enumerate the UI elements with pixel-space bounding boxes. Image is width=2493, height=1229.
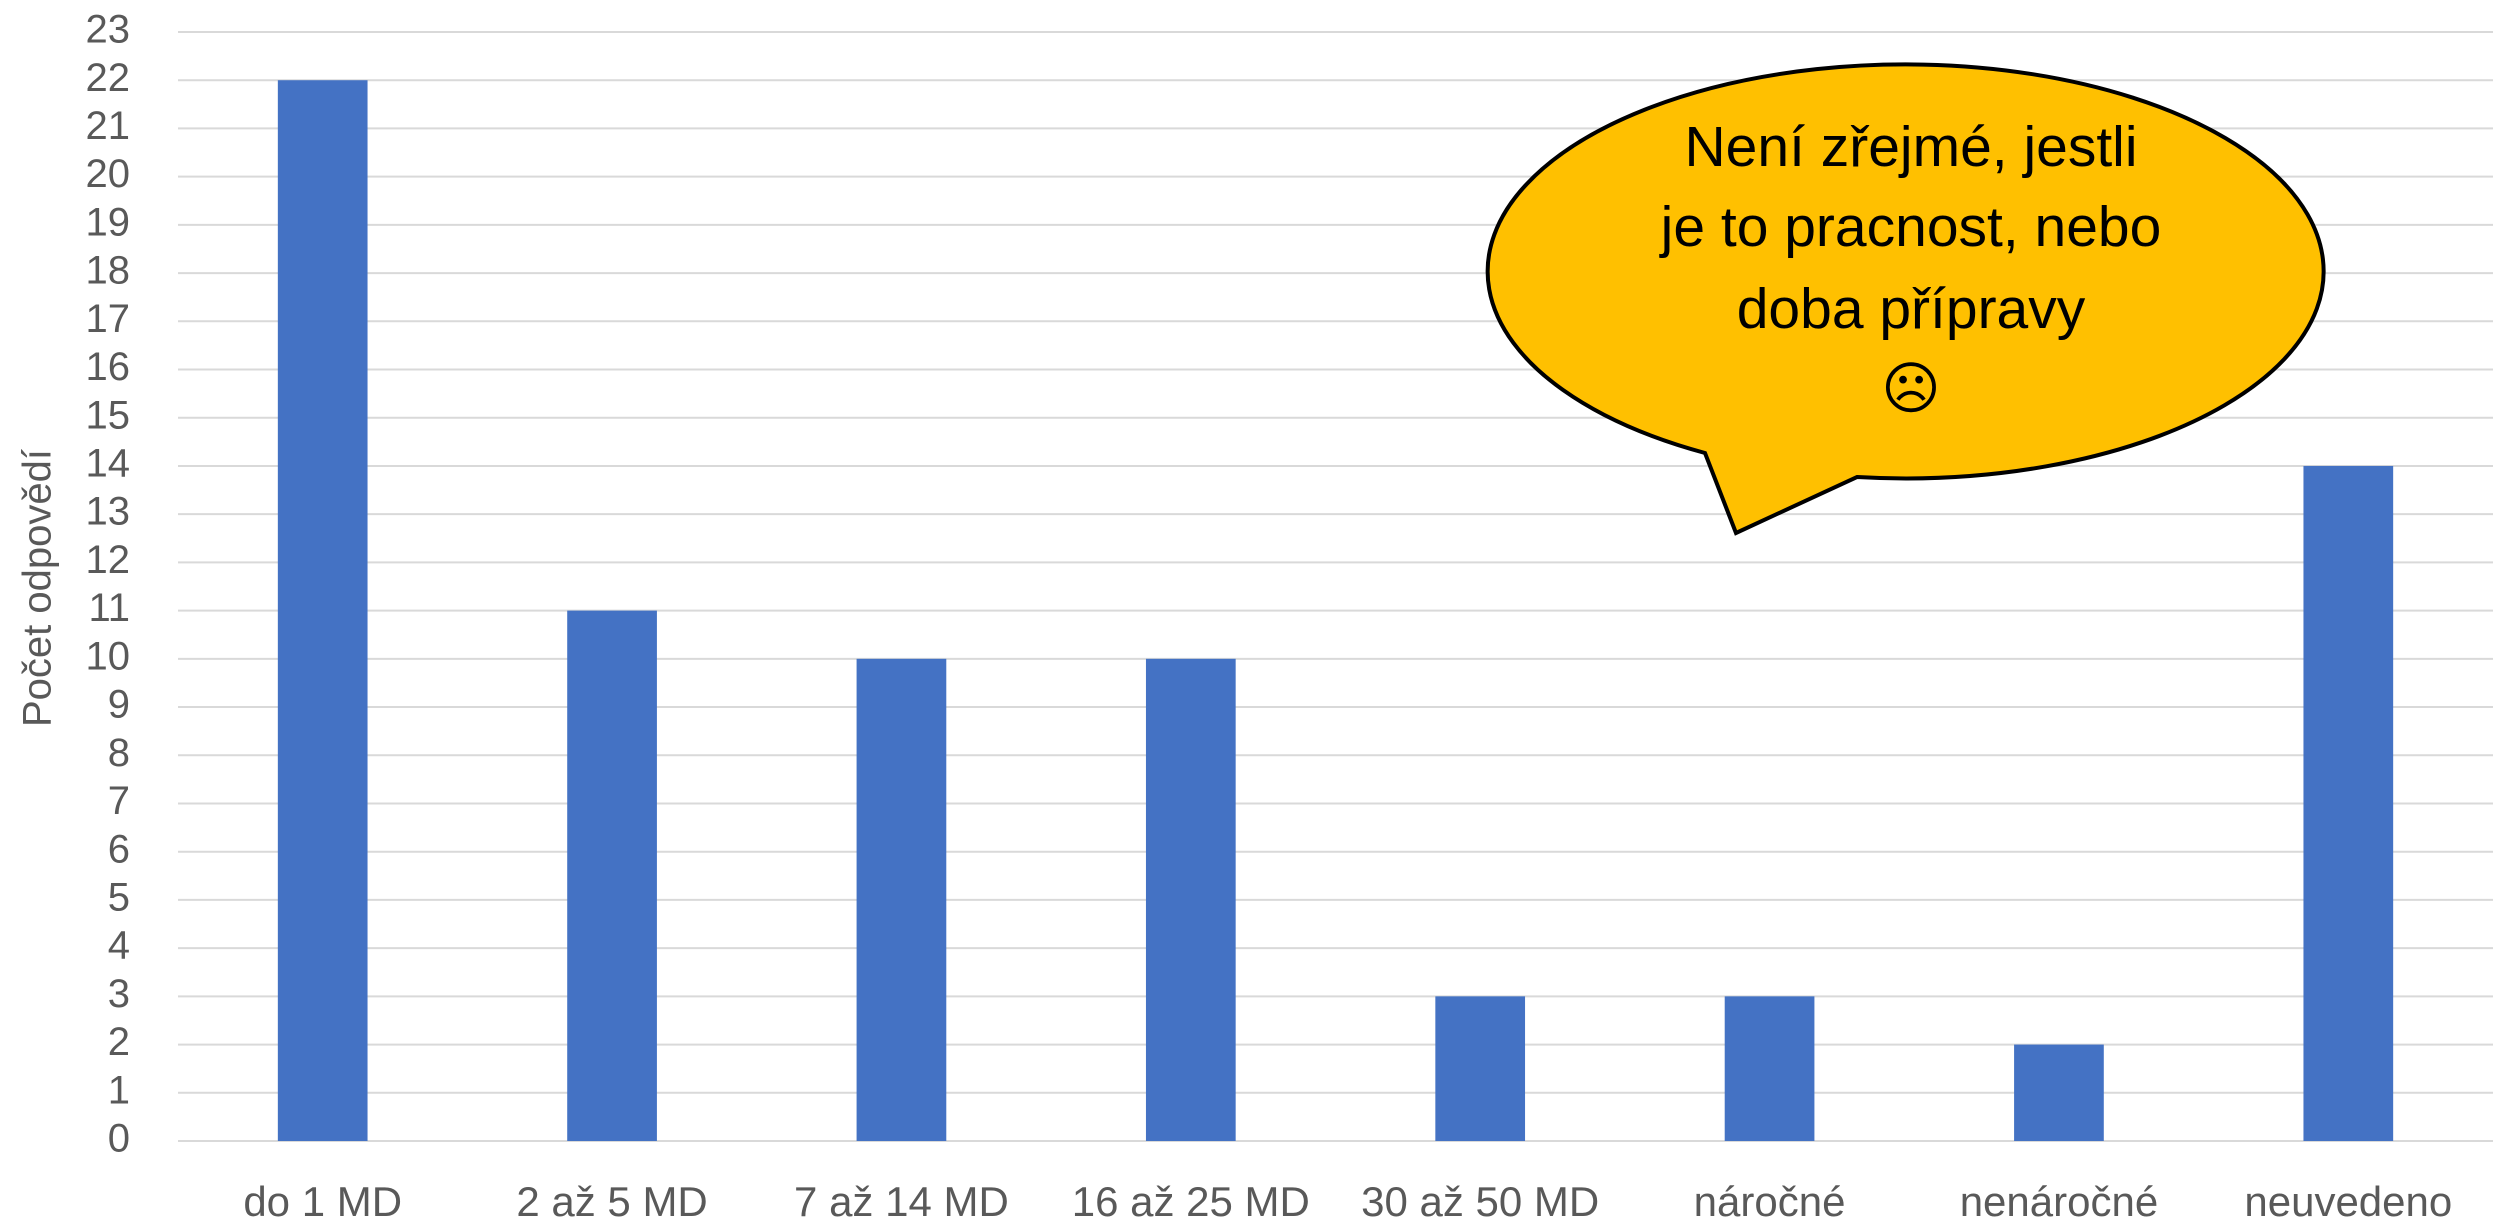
y-tick-label: 18 [86,249,131,293]
y-tick-label: 3 [108,972,130,1016]
bar [567,610,657,1141]
y-tick-label: 16 [86,345,131,389]
x-tick-label: nenáročné [1960,1178,2159,1225]
y-tick-label: 22 [86,56,131,100]
y-tick-label: 7 [108,779,130,823]
callout-text: doba přípravy [1737,277,2086,341]
y-tick-label: 5 [108,875,130,919]
y-axis-title: Počet odpovědí [16,449,60,727]
x-tick-label: do 1 MD [243,1178,402,1225]
y-tick-label: 4 [108,924,130,968]
callout: Není zřejmé, jestli je to pracnost, nebo d… [1485,62,2326,536]
bar [1145,658,1236,1141]
callout-text: Není zřejmé, jestli [1685,115,2138,179]
y-tick-label: 17 [86,297,131,341]
bar [1435,996,1526,1141]
bar [277,80,368,1141]
y-tick-label: 21 [86,104,131,148]
y-tick-label: 9 [108,683,130,727]
y-tick-label: 15 [86,393,131,437]
y-tick-label: 14 [86,442,131,486]
y-tick-label: 2 [108,1020,130,1064]
y-tick-label: 11 [88,586,130,630]
bar [2303,465,2394,1141]
x-tick-label: 7 až 14 MD [794,1178,1009,1225]
x-tick-label: náročné [1694,1178,1846,1225]
y-tick-label: 20 [86,152,131,196]
y-tick-label: 10 [86,634,131,678]
bar [856,658,947,1141]
bar [1724,996,1815,1141]
y-tick-label: 12 [86,538,131,582]
y-tick-label: 23 [86,8,131,52]
y-tick-label: 8 [108,731,130,775]
x-tick-label: 30 až 50 MD [1361,1178,1599,1225]
callout-text: ☹ [1881,357,1940,421]
y-tick-label: 1 [108,1068,130,1112]
y-tick-label: 19 [86,200,131,244]
y-tick-label: 0 [108,1117,130,1161]
x-tick-label: neuvedeno [2244,1178,2452,1225]
y-tick-label: 13 [86,490,131,534]
callout-text: je to pracnost, nebo [1659,195,2162,259]
x-tick-label: 16 až 25 MD [1072,1178,1310,1225]
x-tick-label: 2 až 5 MD [516,1178,707,1225]
bar [2014,1044,2104,1141]
callout-bubble [1485,62,2326,536]
y-tick-label: 6 [108,827,130,871]
